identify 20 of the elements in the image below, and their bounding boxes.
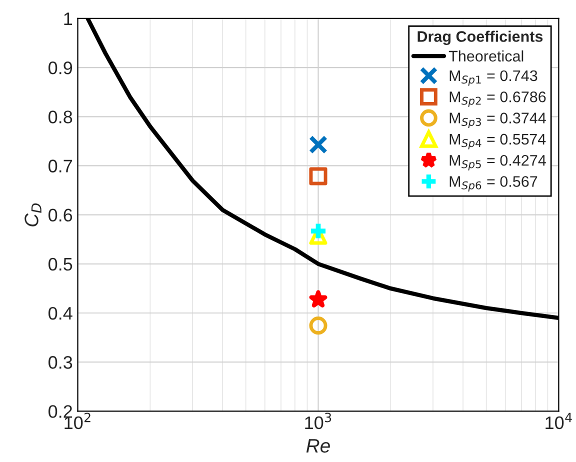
y-tick-label: 0.5	[48, 258, 72, 271]
y-tick-label: 0.4	[48, 306, 72, 320]
x-tick-label: 10$^{3}$	[305, 412, 332, 430]
y-axis-title: C$_{D}$	[24, 203, 42, 226]
legend-label: M$_{Sp6}$ = 0.567	[450, 176, 538, 192]
legend-label: M$_{Sp2}$ = 0.6786	[450, 91, 546, 107]
y-tick-label: 0.8	[48, 110, 72, 124]
y-tick-label: 1	[64, 12, 72, 26]
legend-label: M$_{Sp3}$ = 0.3744	[450, 112, 546, 128]
y-tick-label: 0.7	[48, 160, 72, 172]
y-tick-label: 0.3	[48, 356, 72, 369]
y-tick-label: 0.9	[48, 62, 72, 74]
legend-label: M$_{Sp1}$ = 0.743	[450, 70, 538, 86]
legend-label: M$_{Sp4}$ = 0.5574	[450, 134, 546, 150]
x-tick-label: 10$^{4}$	[546, 412, 572, 430]
x-axis-title: Re	[306, 439, 330, 453]
legend-label: M$_{Sp5}$ = 0.4274	[450, 154, 546, 170]
y-tick-label: 0.6	[48, 208, 72, 222]
legend-title: Drag Coefficients	[418, 30, 543, 46]
legend-label: Theoretical	[448, 50, 524, 62]
